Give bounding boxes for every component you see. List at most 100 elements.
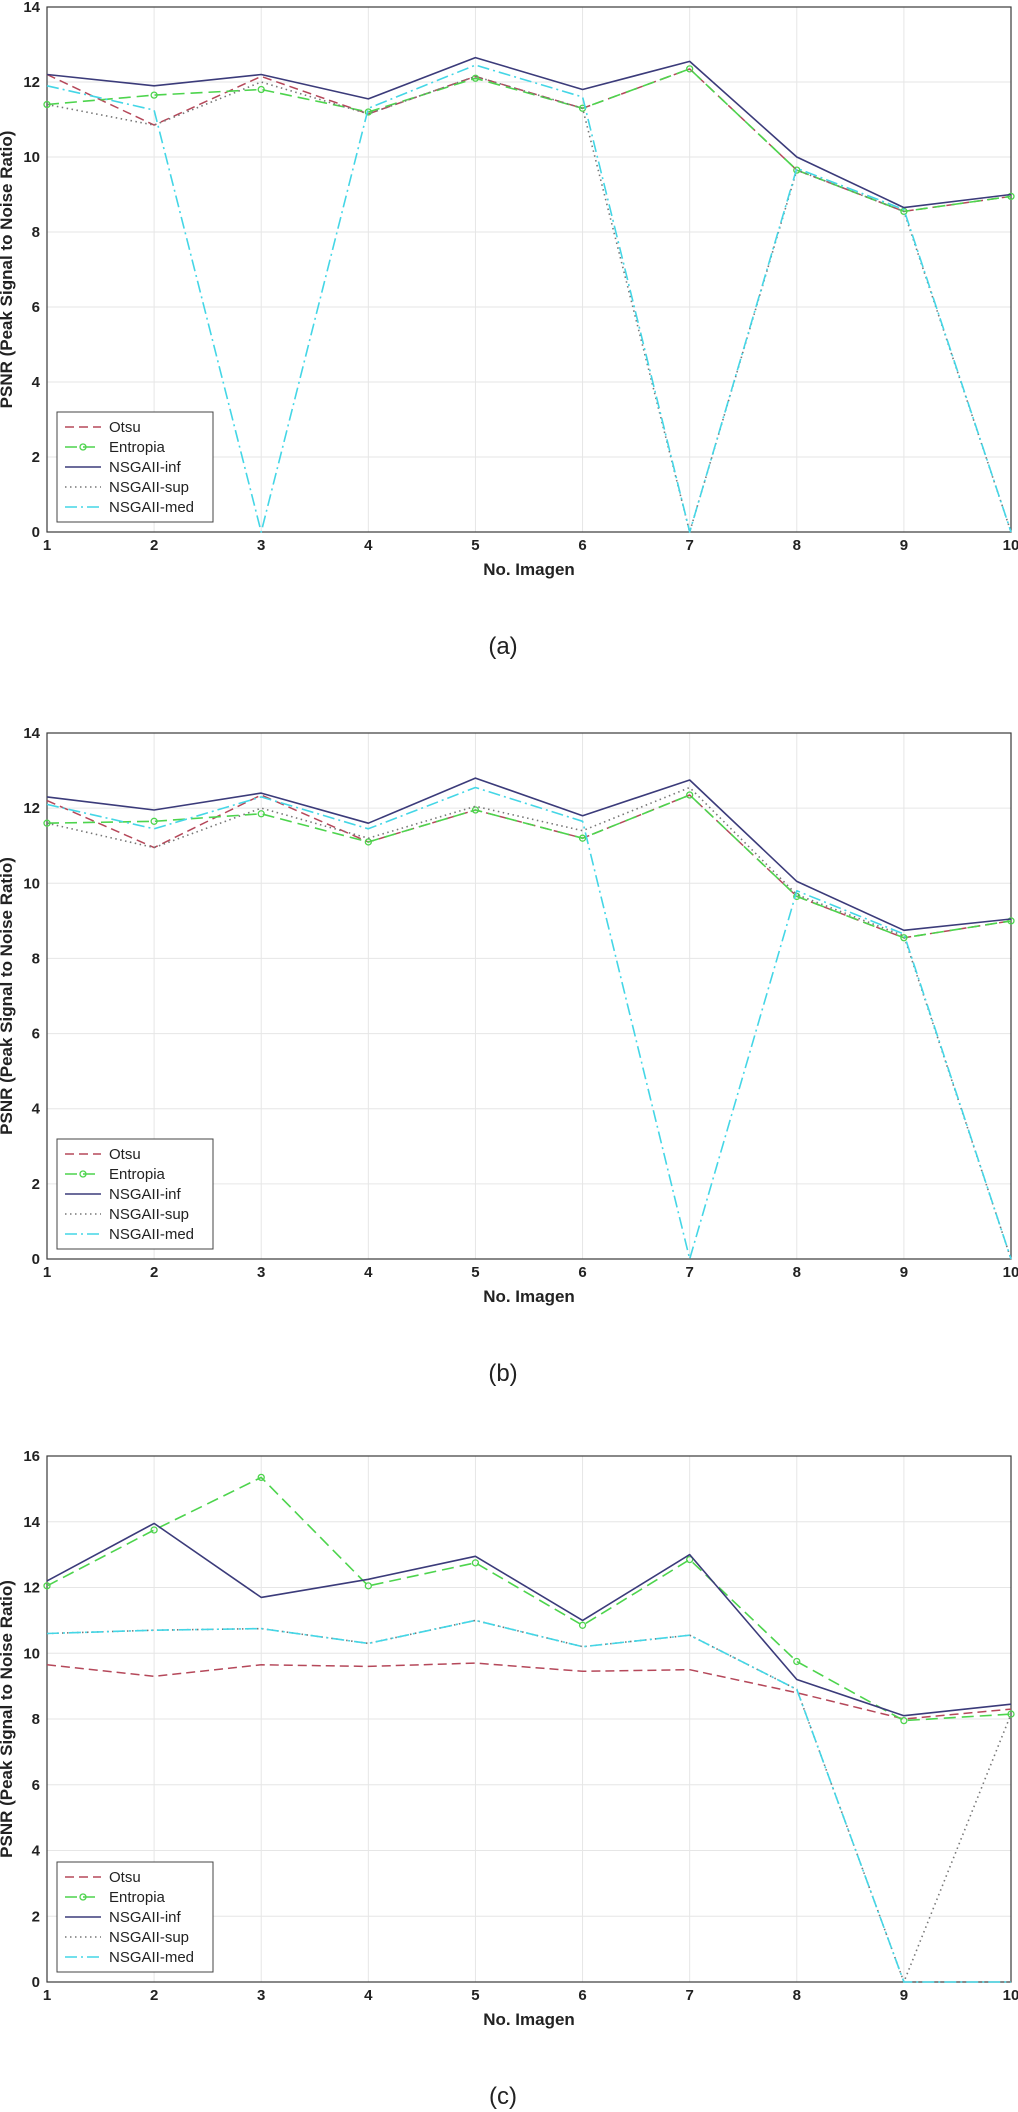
plot-frame [46, 732, 1012, 1260]
series-point-entropia [1007, 192, 1015, 201]
series-point-entropia [686, 1555, 694, 1564]
y-tick-label: 12 [23, 800, 40, 817]
x-tick-label: 2 [150, 1264, 158, 1281]
legend-label: NSGAII-sup [109, 1206, 189, 1223]
legend-marker [79, 443, 87, 451]
x-axis-label: No. Imagen [483, 1287, 575, 1306]
y-tick-label: 4 [32, 374, 41, 391]
series-point-entropia [364, 108, 372, 116]
x-tick-label: 4 [364, 1264, 373, 1281]
legend-label: NSGAII-sup [109, 1929, 189, 1946]
x-tick-label: 5 [471, 1264, 479, 1281]
legend-label: Otsu [109, 1869, 141, 1886]
plot-frame [46, 1455, 1012, 1983]
y-tick-label: 8 [32, 950, 40, 967]
series-point-entropia [471, 806, 480, 814]
series-line-nsgaii-med [46, 1619, 1011, 1983]
x-tick-label: 4 [364, 537, 373, 554]
x-tick-label: 4 [364, 1987, 373, 2004]
y-tick-label: 14 [23, 725, 40, 742]
y-tick-label: 14 [23, 1514, 40, 1531]
series-point-entropia [1007, 1710, 1015, 1718]
x-tick-label: 5 [471, 537, 479, 554]
plot-frame [46, 6, 1012, 533]
x-tick-label: 5 [471, 1987, 479, 2004]
legend-marker [79, 1893, 87, 1901]
y-tick-label: 16 [23, 1448, 40, 1465]
x-tick-label: 6 [578, 1264, 586, 1281]
y-tick-label: 10 [23, 149, 40, 166]
y-axis-label: PSNR (Peak Signal to Noise Ratio) [0, 1580, 16, 1858]
x-tick-label: 1 [43, 1264, 51, 1281]
legend-label: NSGAII-inf [109, 1186, 182, 1203]
legend: Otsu Entropia NSGAII-inf NSGAII-sup NSGAII-m… [56, 1138, 214, 1250]
y-tick-label: 8 [32, 1711, 40, 1728]
x-tick-label: 7 [685, 1987, 693, 2004]
y-tick-label: 0 [32, 524, 40, 541]
series-line-entropia [46, 1476, 1012, 1722]
legend-label: Entropia [109, 1889, 166, 1906]
x-tick-label: 9 [900, 537, 908, 554]
series-line-nsgaii-inf [46, 56, 1012, 209]
legend-label: NSGAII-med [109, 1949, 194, 1966]
series-point-entropia [257, 85, 265, 94]
x-tick-label: 9 [900, 1987, 908, 2004]
y-tick-label: 10 [23, 875, 40, 892]
x-tick-label: 7 [685, 537, 693, 554]
y-tick-label: 0 [32, 1251, 40, 1268]
legend-label: NSGAII-med [109, 499, 194, 516]
legend-label: Otsu [109, 1146, 141, 1163]
x-tick-label: 2 [150, 1987, 158, 2004]
x-tick-label: 1 [43, 1987, 51, 2004]
legend: Otsu Entropia NSGAII-inf NSGAII-sup NSGAII-m… [56, 1861, 214, 1973]
series-line-otsu [46, 1662, 1012, 1720]
y-tick-label: 6 [32, 1026, 40, 1043]
series-point-entropia [578, 834, 587, 842]
series-point-entropia [471, 1559, 480, 1567]
series-point-entropia [686, 791, 694, 799]
y-tick-label: 12 [23, 1580, 40, 1597]
y-tick-label: 2 [32, 449, 40, 466]
series-point-entropia [364, 1582, 372, 1590]
series-point-entropia [900, 1716, 908, 1725]
series-point-entropia [150, 91, 158, 99]
series-point-entropia [43, 100, 51, 109]
series-point-entropia [150, 1526, 158, 1534]
y-tick-label: 4 [32, 1843, 41, 1860]
x-tick-label: 3 [257, 537, 265, 554]
series-line-entropia [46, 794, 1012, 939]
x-tick-label: 10 [1003, 537, 1018, 554]
series-line-nsgaii-sup [46, 75, 1012, 533]
x-axis-label: No. Imagen [483, 2010, 575, 2029]
x-tick-label: 6 [578, 537, 586, 554]
series-line-nsgaii-med [46, 786, 1012, 1260]
y-tick-label: 12 [23, 74, 40, 91]
x-tick-label: 8 [793, 1987, 801, 2004]
legend-label: Otsu [109, 419, 141, 436]
series-line-entropia [46, 68, 1012, 213]
series-point-entropia [578, 1621, 587, 1629]
chart-caption: (c) [489, 2083, 517, 2110]
y-tick-label: 8 [32, 224, 40, 241]
series-line-nsgaii-sup [46, 786, 1012, 1260]
x-axis-label: No. Imagen [483, 560, 575, 579]
chart-caption: (a) [488, 633, 517, 660]
legend: Otsu Entropia NSGAII-inf NSGAII-sup NSGAII-m… [56, 411, 214, 523]
legend-label: NSGAII-inf [109, 459, 182, 476]
y-tick-label: 2 [32, 1908, 40, 1925]
y-tick-label: 0 [32, 1974, 40, 1991]
x-tick-label: 8 [793, 537, 801, 554]
y-tick-label: 10 [23, 1645, 40, 1662]
y-tick-label: 6 [32, 299, 40, 316]
x-tick-label: 6 [578, 1987, 586, 2004]
series-point-entropia [900, 934, 908, 942]
series-point-entropia [43, 819, 51, 827]
series-point-entropia [43, 1582, 51, 1590]
series-line-nsgaii-inf [46, 777, 1012, 932]
y-tick-label: 14 [23, 0, 40, 16]
legend-label: NSGAII-sup [109, 479, 189, 496]
legend-label: Entropia [109, 439, 166, 456]
